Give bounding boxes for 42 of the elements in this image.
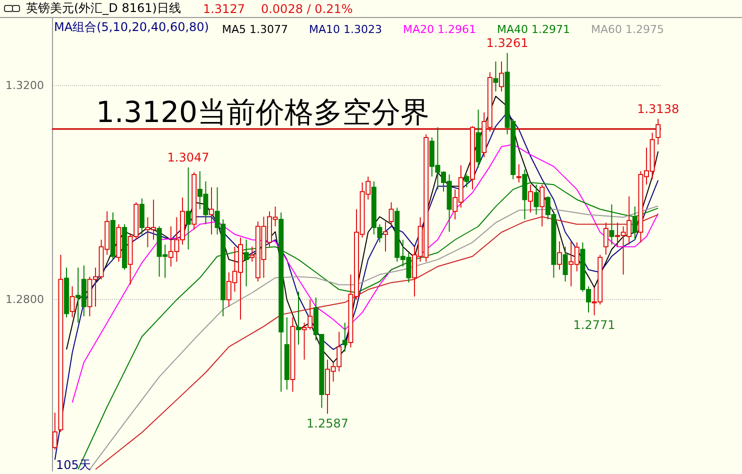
candlestick (562, 246, 568, 282)
ref-line-label: 1.3120当前价格多空分界 (96, 94, 430, 129)
text: MA40 1.2971 (496, 23, 570, 36)
candlestick (139, 198, 144, 235)
legend-title: MA组合(5,10,20,40,60,80) (54, 20, 209, 34)
candlestick (464, 174, 470, 188)
y-tick-label: 1.2800 (6, 293, 44, 306)
candlestick (493, 61, 498, 92)
candlestick (540, 184, 545, 227)
chart-title: 英镑美元(外汇_D 8161)日线 (26, 0, 181, 17)
candlestick (557, 240, 562, 270)
annotation: 1.3047 (167, 150, 210, 164)
text: 0.0028 / 0.21% (260, 2, 353, 16)
candlestick (528, 184, 533, 213)
candlestick (52, 412, 58, 450)
candlestick (388, 202, 394, 227)
candlestick (244, 239, 249, 287)
candlestick (209, 186, 214, 235)
annotation: 1.3138 (637, 102, 680, 116)
candlestick (516, 164, 522, 183)
candlestick (534, 184, 539, 216)
candlestick (603, 222, 608, 256)
text: 1.3127 (202, 2, 245, 16)
line-series (72, 144, 659, 403)
candlestick (632, 206, 638, 240)
text: MA10 1.3023 (309, 23, 382, 36)
candlestick (186, 166, 191, 250)
candlestick (499, 61, 504, 92)
candlestick (609, 204, 614, 246)
annotation: 1.2587 (306, 416, 348, 431)
candlestick (296, 291, 301, 346)
text: MA5 1.3077 (222, 23, 288, 36)
annotation: 1.2771 (573, 318, 616, 332)
annotation: 1.3261 (486, 36, 528, 50)
text: MA60 1.2975 (590, 23, 664, 36)
candlestick (70, 286, 75, 318)
candlestick (656, 118, 661, 145)
candlestick (342, 322, 348, 352)
candlestick (383, 221, 388, 252)
y-tick-label: 1.3200 (6, 79, 44, 92)
annotation: 105天 (55, 458, 92, 472)
text: MA20 1.2961 (403, 23, 476, 36)
